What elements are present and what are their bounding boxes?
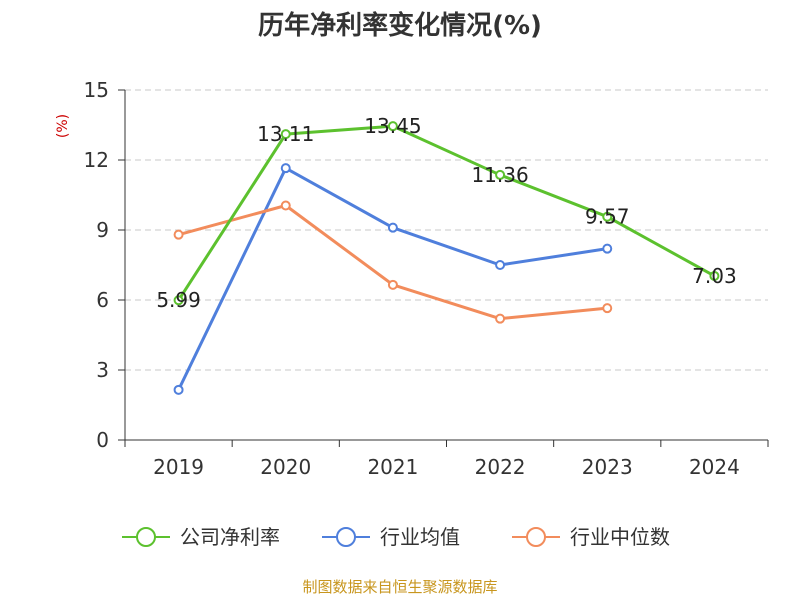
chart-title: 历年净利率变化情况(%) bbox=[258, 10, 542, 41]
x-tick-label-2022: 2022 bbox=[475, 455, 526, 479]
series-2-point-2019 bbox=[173, 229, 184, 240]
axes: 0 3 6 9 12 15 2019 2020 2021 2022 2023 2024 bbox=[84, 78, 769, 479]
data-label-2022: 11.36 bbox=[471, 163, 528, 187]
grid-lines bbox=[125, 89, 768, 371]
data-label-2021: 13.45 bbox=[364, 114, 421, 138]
series-1-point-2023 bbox=[602, 243, 613, 254]
y-tick-label-15: 15 bbox=[84, 78, 109, 102]
series-line-2 bbox=[178, 204, 608, 321]
legend-marker-2 bbox=[526, 527, 546, 547]
series-0-point-2019 bbox=[173, 295, 184, 306]
series-1-point-2019 bbox=[173, 384, 184, 395]
series-0-point-2021 bbox=[387, 121, 398, 132]
y-tick-label-0: 0 bbox=[96, 428, 109, 452]
data-label-2023: 9.57 bbox=[585, 205, 630, 229]
legend-marker-1 bbox=[336, 527, 356, 547]
data-labels: 5.99 13.11 13.45 11.36 9.57 7.03 bbox=[156, 114, 736, 312]
legend-label-1: 行业均值 bbox=[380, 525, 460, 549]
series-0-point-2020 bbox=[280, 129, 291, 140]
x-tick-label-2023: 2023 bbox=[582, 455, 633, 479]
series-1-point-2020 bbox=[280, 163, 291, 174]
y-axis-unit: (%) bbox=[55, 114, 71, 138]
series-lines bbox=[173, 121, 720, 395]
x-tick-label-2024: 2024 bbox=[689, 455, 740, 479]
series-1-point-2022 bbox=[495, 260, 506, 270]
series-1-point-2021 bbox=[387, 222, 398, 233]
y-tick-label-3: 3 bbox=[96, 358, 109, 382]
series-2-point-2021 bbox=[387, 279, 398, 290]
series-line-0 bbox=[177, 124, 716, 302]
x-tick-label-2020: 2020 bbox=[260, 455, 311, 479]
y-tick-label-9: 9 bbox=[96, 218, 109, 242]
x-tick-label-2021: 2021 bbox=[367, 455, 418, 479]
series-2-point-2020 bbox=[280, 200, 291, 211]
legend: 公司净利率 行业均值 行业中位数 bbox=[122, 525, 670, 549]
data-source-note: 制图数据来自恒生聚源数据库 bbox=[302, 578, 497, 596]
legend-label-0: 公司净利率 bbox=[180, 525, 280, 549]
series-0-point-2022 bbox=[495, 169, 506, 180]
legend-label-2: 行业中位数 bbox=[570, 525, 670, 549]
y-tick-label-12: 12 bbox=[84, 148, 109, 172]
y-tick-label-6: 6 bbox=[96, 288, 109, 312]
series-2-point-2022 bbox=[495, 313, 506, 324]
legend-marker-0 bbox=[136, 527, 156, 547]
x-tick-label-2019: 2019 bbox=[153, 455, 204, 479]
data-label-2020: 13.11 bbox=[257, 122, 314, 146]
data-label-2019: 5.99 bbox=[156, 288, 201, 312]
data-label-2024: 7.03 bbox=[692, 264, 737, 288]
series-0-point-2024 bbox=[709, 270, 720, 281]
series-2-point-2023 bbox=[602, 303, 613, 314]
series-0-point-2023 bbox=[602, 211, 613, 222]
